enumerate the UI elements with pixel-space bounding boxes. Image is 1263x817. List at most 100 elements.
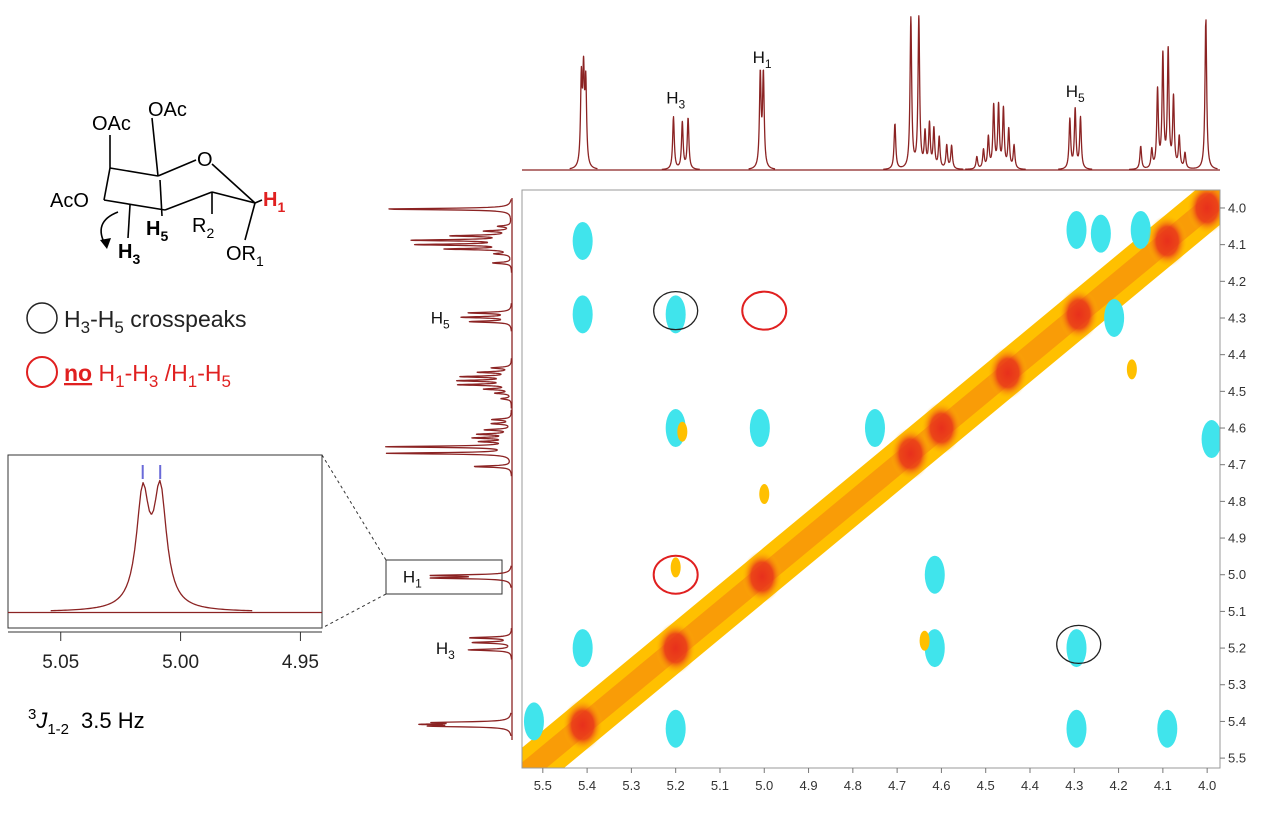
text-part: -H: [197, 360, 221, 386]
spectrum-peak: [490, 421, 509, 428]
annotation-circle: [741, 290, 788, 331]
y-tick-label: 5.1: [1228, 604, 1246, 619]
bond: [211, 163, 256, 204]
text-part: H: [92, 360, 115, 386]
spectrum-peak: [418, 722, 447, 726]
subscript: 5: [221, 372, 230, 391]
spectrum-peak: [926, 120, 933, 155]
structure: OAc OAc O AcO H1 H5 R2 H3 OR1: [50, 99, 285, 269]
legend-symbol: [26, 356, 58, 388]
text-part: H: [666, 88, 678, 107]
x-tick-label: 4.1: [1154, 778, 1172, 793]
cross-peak: [572, 629, 593, 668]
cross-peak: [572, 295, 593, 334]
y-tick-label: 4.8: [1228, 494, 1246, 509]
spectrum-peak: [1181, 151, 1196, 169]
spectrum-peak: [467, 302, 512, 316]
legend-emphasis: no: [64, 360, 92, 386]
bond: [164, 191, 213, 211]
x-tick-label: 5.3: [622, 778, 640, 793]
text-part: O: [197, 149, 213, 171]
spectrum-peak: [1195, 19, 1218, 170]
spectrum-peak: [473, 459, 513, 477]
spectrum-peak: [1128, 145, 1147, 171]
spectrum-peak: [684, 117, 701, 170]
text-part: /H: [158, 360, 187, 386]
x-tick-label: 4.95: [282, 652, 319, 673]
bond: [109, 167, 159, 177]
text-part: H: [263, 189, 277, 211]
text-part: OAc: [148, 99, 187, 121]
peak-label: H1: [403, 568, 422, 591]
diagonal-peak: [987, 347, 1028, 400]
text-part: H: [146, 218, 160, 240]
spectrum-peak: [1077, 115, 1093, 170]
diagonal-peak: [1147, 214, 1188, 267]
diagonal-peak: [890, 427, 931, 480]
group-label: R2: [192, 215, 214, 241]
cross-peak: [1066, 629, 1087, 668]
cross-peak: [759, 484, 770, 505]
subscript: 3: [149, 372, 158, 391]
spectrum-peak: [990, 102, 997, 158]
caption-sub: 1-2: [47, 721, 69, 738]
bond: [127, 204, 131, 239]
spectrum-peak: [460, 314, 502, 321]
spectrum-peak: [500, 395, 512, 409]
peak-label: H5: [1066, 82, 1085, 105]
spectrum-peak: [902, 16, 916, 167]
cross-peak: [1104, 298, 1125, 337]
spectrum-peak: [921, 128, 928, 155]
spectrum-peak: [482, 228, 507, 235]
spectrum-peak: [936, 135, 944, 166]
group-label: OAc: [148, 99, 187, 121]
x-tick-label: 5.5: [534, 778, 552, 793]
y-tick-label: 5.2: [1228, 641, 1246, 656]
group-label: OR1: [226, 243, 264, 269]
legend-symbol: [26, 302, 58, 334]
legend-label: H3-H5 crosspeaks: [64, 306, 247, 337]
spectrum-peak: [948, 144, 964, 170]
peak-label: H3: [436, 639, 455, 662]
spectrum-peak: [491, 258, 513, 274]
spectrum-peak: [985, 134, 992, 162]
diagonal-peak: [655, 622, 696, 675]
x-tick-label: 4.7: [888, 778, 906, 793]
spectrum-peak: [581, 55, 586, 91]
diagonal-peak: [1187, 190, 1220, 234]
zoom-box: [385, 559, 503, 595]
y-tick-label: 5.5: [1228, 751, 1246, 766]
bond: [254, 199, 263, 204]
spectrum-peak: [477, 439, 500, 445]
y-tick-label: 4.7: [1228, 457, 1246, 472]
x-tick-label: 5.1: [711, 778, 729, 793]
spectrum-peak: [50, 481, 153, 612]
spectrum-peak: [467, 645, 513, 660]
x-tick-label: 4.3: [1065, 778, 1083, 793]
x-tick-label: 4.9: [800, 778, 818, 793]
annotation-circle: [653, 291, 699, 331]
annotation-circle: [1056, 624, 1102, 665]
subscript: 3: [678, 97, 685, 111]
spectrum-peak: [471, 639, 509, 647]
spectrum-peak: [496, 217, 512, 230]
spectrum-peak: [490, 357, 513, 371]
cross-peak: [924, 629, 945, 668]
x-tick-label: 4.8: [844, 778, 862, 793]
cross-peak: [1130, 210, 1151, 249]
zoom-guide: [321, 593, 387, 629]
spectrum-peak: [475, 431, 505, 437]
text-part: crosspeaks: [124, 306, 247, 332]
subscript: 3: [81, 318, 90, 337]
y-tick-label: 4.3: [1228, 310, 1246, 325]
cross-peak: [572, 221, 593, 260]
spectrum-peak: [456, 382, 502, 388]
cross-peak: [1157, 709, 1178, 748]
spectrum-peak: [385, 449, 510, 461]
spectrum-peak: [430, 712, 512, 725]
cross-peak: [924, 555, 945, 594]
x-tick-label: 5.05: [42, 652, 79, 673]
annotation-circle: [652, 554, 699, 595]
